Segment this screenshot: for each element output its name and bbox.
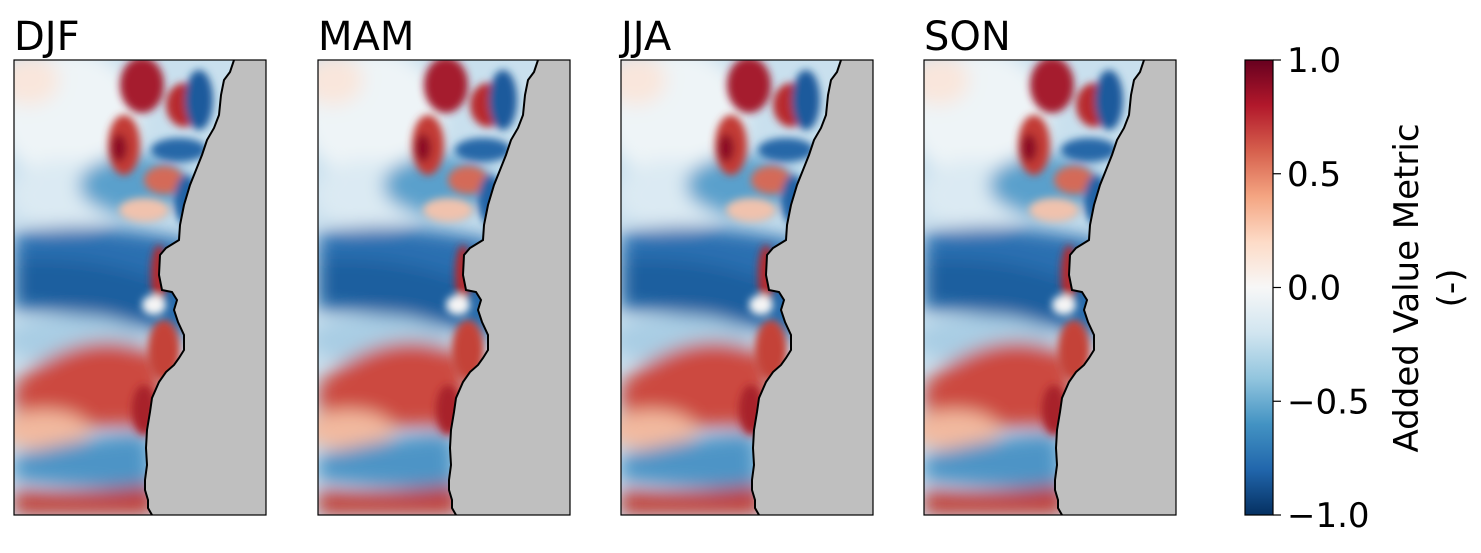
colorbar-ticks: 1.0 0.5 0.0 −0.5 −1.0 — [1273, 41, 1370, 536]
map-panel-mam — [317, 59, 571, 516]
colorbar: 1.0 0.5 0.0 −0.5 −1.0 Added Value Metric (-) — [1244, 41, 1471, 536]
map-panel-jja — [620, 59, 874, 516]
colorbar-gradient — [1244, 59, 1274, 516]
colorbar-tick-label: −0.5 — [1287, 382, 1370, 422]
colorbar-label: Added Value Metric — [1387, 123, 1427, 452]
map-panel-son — [923, 59, 1177, 516]
colorbar-tick-label: 0.5 — [1287, 155, 1341, 195]
panel-title-mam: MAM — [318, 14, 414, 60]
colorbar-tick-label: −1.0 — [1287, 496, 1370, 536]
panel-title-djf: DJF — [14, 14, 80, 60]
colorbar-unit: (-) — [1431, 269, 1471, 308]
colorbar-tick-label: 1.0 — [1287, 41, 1341, 81]
map-panel-djf — [13, 59, 267, 516]
colorbar-tick-label: 0.0 — [1287, 269, 1341, 309]
panel-title-son: SON — [924, 14, 1011, 60]
panel-title-jja: JJA — [618, 14, 672, 60]
